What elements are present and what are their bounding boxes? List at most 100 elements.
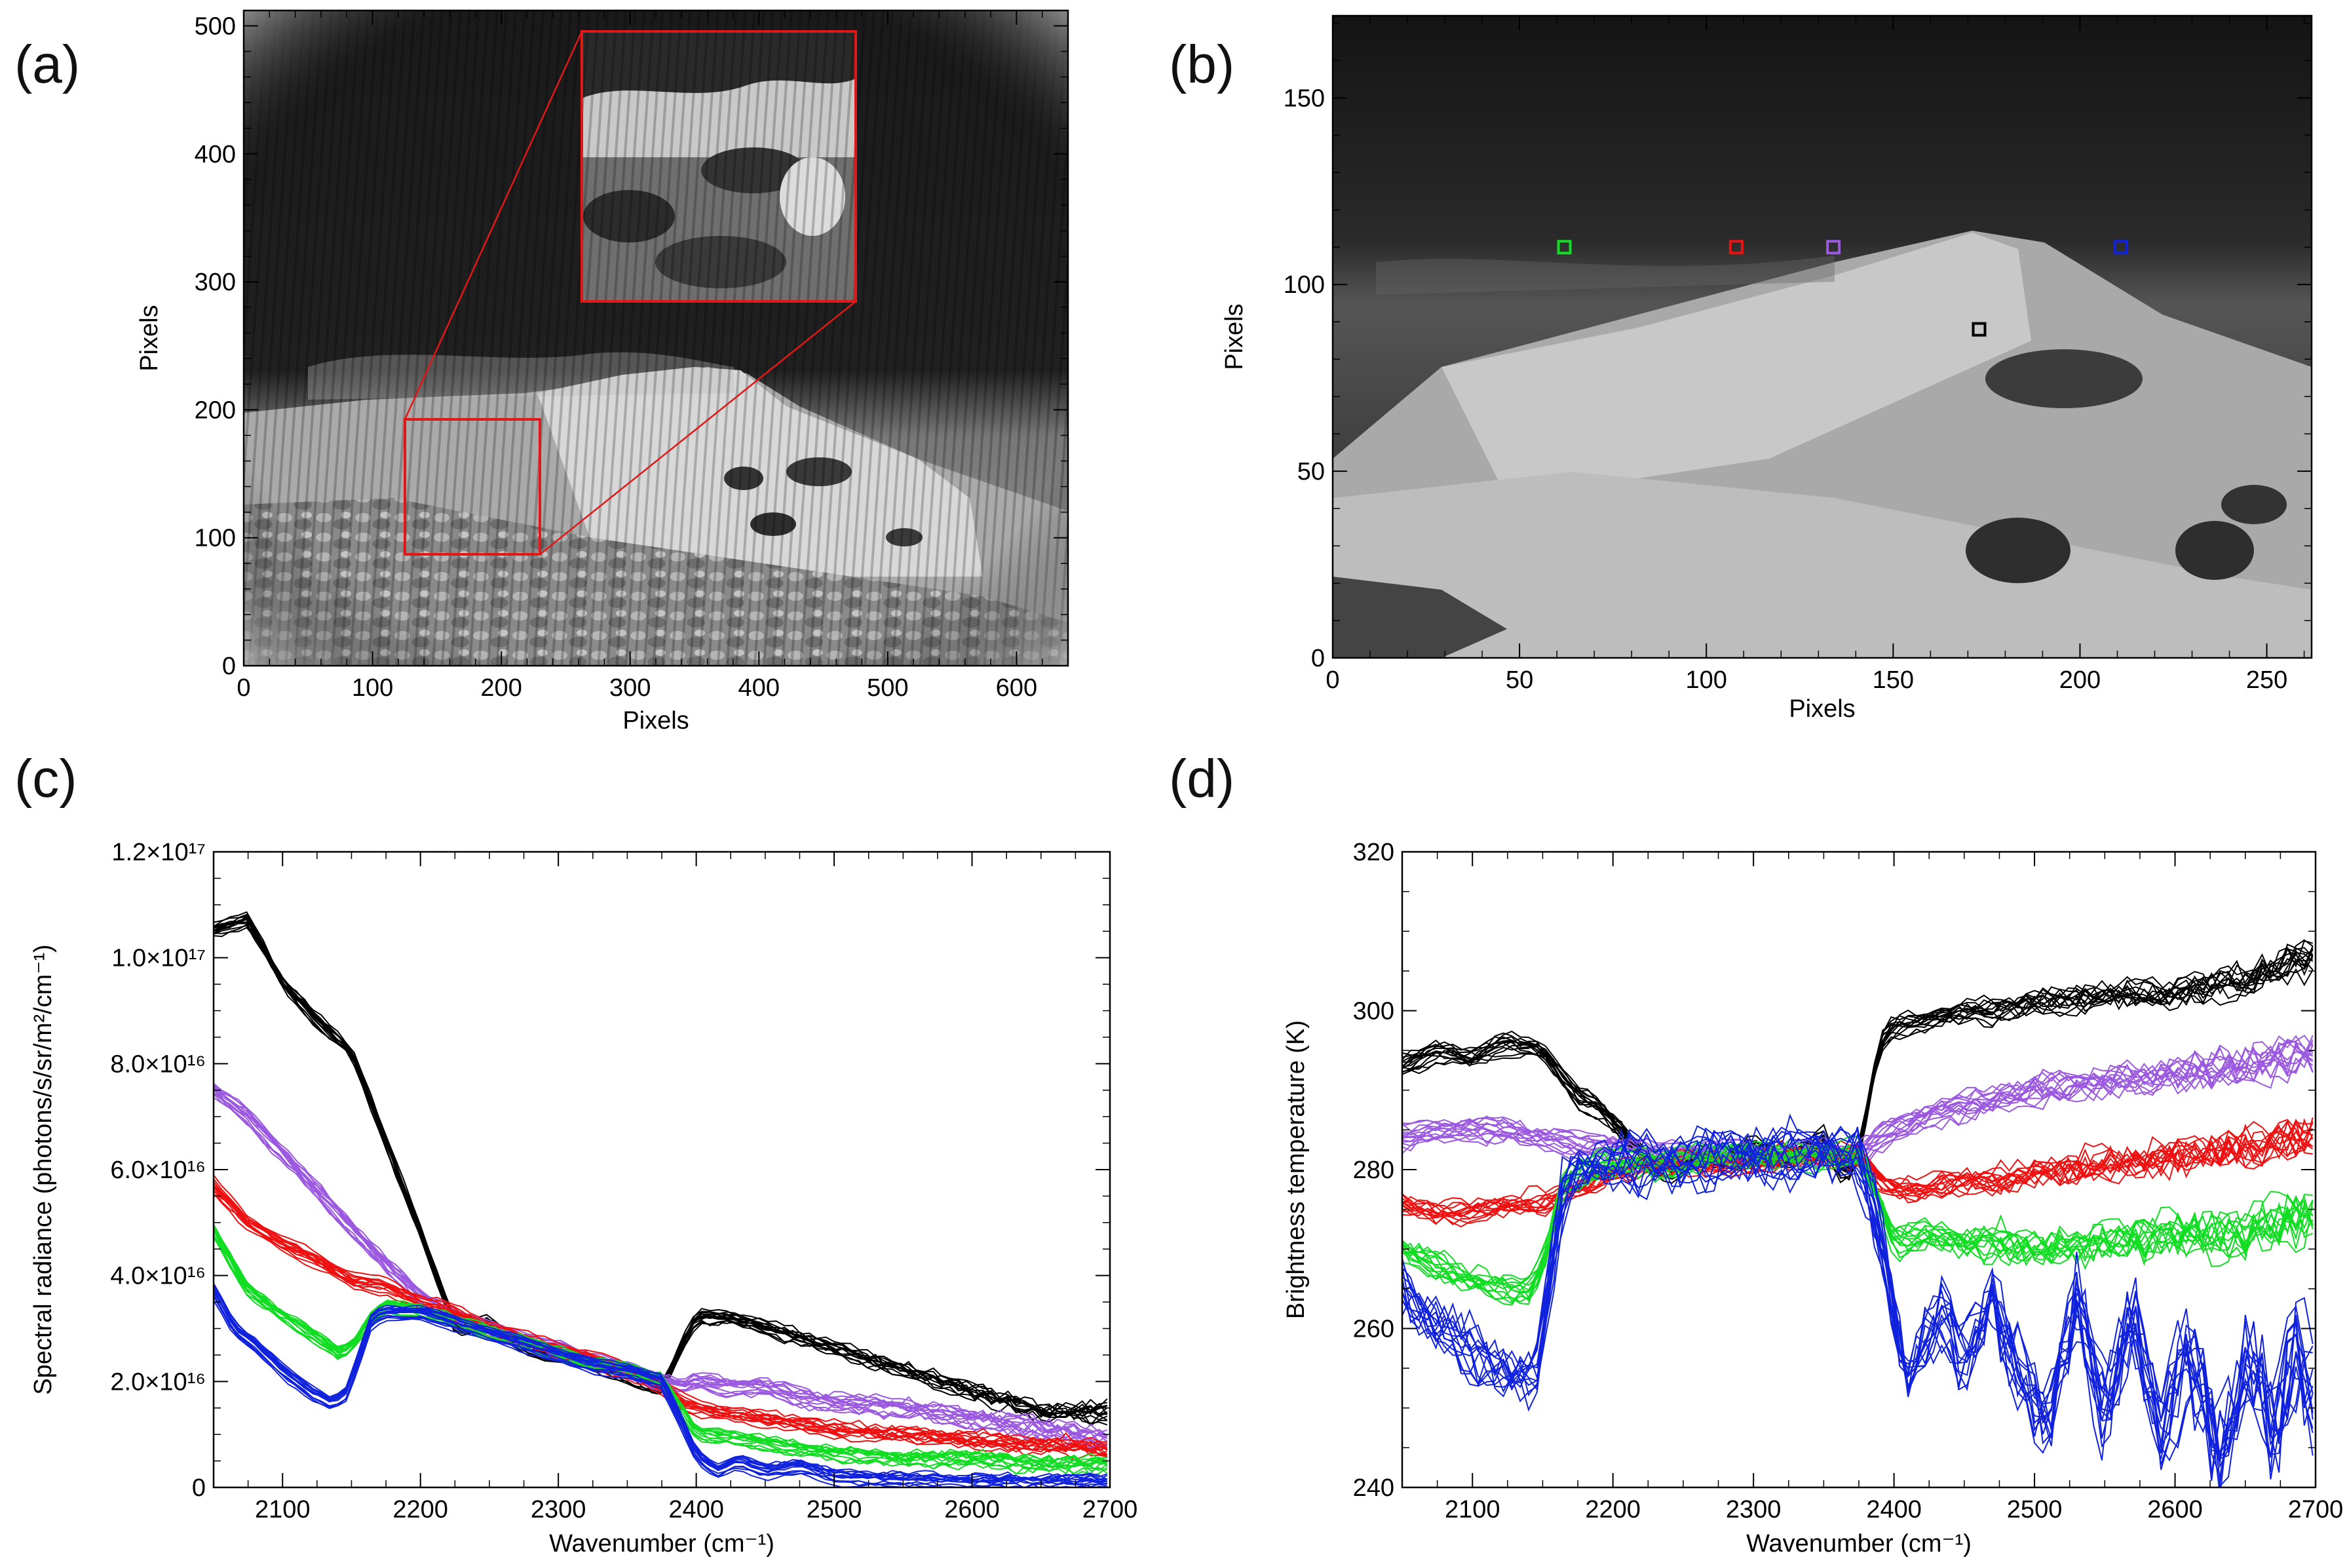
y-tick-label: 0 <box>192 1474 206 1502</box>
series-red-line <box>214 1189 1108 1458</box>
panel-b-axes: 0 50 100 150 200 250 0 50 100 150 <box>1284 16 2312 694</box>
series-red-line <box>214 1193 1108 1461</box>
panel-d-axes: 2100 2200 2300 2400 2500 2600 2700 240 260 280 300… <box>1353 839 2344 1523</box>
y-tick-label: 260 <box>1353 1316 1394 1343</box>
y-tick-label: 2.0×10¹⁶ <box>110 1368 206 1396</box>
panel-c-xlabel: Wavenumber (cm⁻¹) <box>549 1530 774 1558</box>
panel-a-xlabel: Pixels <box>622 707 689 735</box>
series-blue-line <box>1402 1136 2314 1462</box>
panel-d-xlabel: Wavenumber (cm⁻¹) <box>1746 1530 1972 1558</box>
series-blue-line <box>1402 1113 2314 1456</box>
series-blue-line <box>1402 1128 2314 1459</box>
x-tick-label: 200 <box>480 674 522 702</box>
series-blue-line <box>214 1295 1107 1487</box>
marker-black <box>1972 322 1987 337</box>
x-tick-label: 2400 <box>668 1496 724 1523</box>
panel-b-ylabel: Pixels <box>1221 303 1248 370</box>
y-tick-label: 1.0×10¹⁷ <box>111 945 206 972</box>
y-tick-label: 200 <box>195 396 236 424</box>
x-tick-label: 0 <box>1326 666 1339 694</box>
x-tick-label: 100 <box>1686 666 1727 694</box>
x-tick-label: 150 <box>1873 666 1914 694</box>
x-tick-label: 2600 <box>944 1496 1000 1523</box>
x-tick-label: 300 <box>609 674 651 702</box>
y-tick-label: 0 <box>1311 645 1325 672</box>
series-blue-line <box>214 1300 1059 1487</box>
y-tick-label: 400 <box>195 141 236 168</box>
panel-a-zoom-region-box <box>404 31 856 556</box>
series-blue-line <box>1402 1132 2313 1463</box>
series-blue-line <box>214 1290 1107 1485</box>
y-tick-label: 300 <box>195 269 236 296</box>
x-tick-label: 2300 <box>1726 1496 1782 1523</box>
series-black-line <box>214 921 1107 1417</box>
series-blue-line <box>1402 1126 2314 1475</box>
panel-b-image <box>1333 16 2312 658</box>
series-black-line <box>214 915 1107 1415</box>
panel-a-inset-zoom <box>581 30 857 303</box>
x-tick-label: 250 <box>2246 666 2287 694</box>
series-green-line <box>214 1229 1107 1472</box>
y-tick-label: 240 <box>1353 1474 1394 1502</box>
panel-c-series <box>214 911 1108 1487</box>
series-red-line <box>1402 1119 2314 1214</box>
x-tick-label: 2700 <box>1082 1496 1138 1523</box>
series-red-line <box>214 1186 1107 1455</box>
x-tick-label: 600 <box>996 674 1037 702</box>
series-black-line <box>214 915 1108 1415</box>
panel-label-c: (c) <box>14 749 77 809</box>
x-tick-label: 500 <box>867 674 908 702</box>
panel-b-markers <box>1557 240 2129 337</box>
panel-d-ylabel: Brightness temperature (K) <box>1282 1020 1310 1319</box>
series-black-line <box>214 927 1107 1426</box>
series-black-line <box>214 918 1108 1413</box>
series-blue-line <box>1402 1126 2314 1487</box>
y-tick-label: 0 <box>222 653 236 680</box>
y-tick-label: 1.2×10¹⁷ <box>111 839 206 866</box>
series-black-line <box>214 911 1108 1411</box>
x-tick-label: 2200 <box>1585 1496 1641 1523</box>
x-tick-label: 400 <box>738 674 780 702</box>
panel-c-ylabel: Spectral radiance (photons/s/sr/m²/cm⁻¹) <box>29 944 57 1394</box>
marker-green <box>1557 240 1572 255</box>
x-tick-label: 50 <box>1506 666 1533 694</box>
y-tick-label: 320 <box>1353 839 1394 866</box>
panel-label-b: (b) <box>1169 35 1235 94</box>
y-tick-label: 100 <box>1284 271 1325 299</box>
x-tick-label: 100 <box>352 674 393 702</box>
series-black-line <box>214 913 1107 1413</box>
y-tick-label: 100 <box>195 525 236 552</box>
x-tick-label: 200 <box>2059 666 2101 694</box>
series-black-line <box>214 925 1108 1426</box>
marker-purple <box>1826 240 1841 255</box>
marker-red <box>1728 240 1744 255</box>
marker-blue <box>2114 240 2129 255</box>
y-tick-label: 6.0×10¹⁶ <box>110 1157 206 1184</box>
panel-c-axes: 2100 2200 2300 2400 2500 2600 2700 0 2.0×10¹⁶ 4.0… <box>110 839 1137 1523</box>
panel-b-xlabel: Pixels <box>1789 695 1855 723</box>
series-black-line <box>214 919 1108 1417</box>
series-blue-line <box>214 1286 1107 1483</box>
x-tick-label: 2600 <box>2147 1496 2203 1523</box>
x-tick-label: 2300 <box>531 1496 586 1523</box>
series-red-line <box>1402 1124 2314 1225</box>
x-tick-label: 0 <box>237 674 250 702</box>
x-tick-label: 2200 <box>392 1496 448 1523</box>
x-tick-label: 2400 <box>1866 1496 1922 1523</box>
y-tick-label: 300 <box>1353 998 1394 1025</box>
y-tick-label: 500 <box>195 12 236 40</box>
series-blue-line <box>1402 1137 2314 1482</box>
x-tick-label: 2700 <box>2288 1496 2344 1523</box>
y-tick-label: 150 <box>1284 85 1325 112</box>
series-blue-line <box>1402 1126 2314 1473</box>
panel-a-axes: 0 100 200 300 400 500 600 0 100 200 300 400 500 <box>195 10 1069 702</box>
series-green-line <box>214 1231 1108 1472</box>
x-tick-label: 2500 <box>2007 1496 2063 1523</box>
series-black-line <box>214 917 1108 1419</box>
y-tick-label: 8.0×10¹⁶ <box>110 1050 206 1078</box>
series-red-line <box>214 1174 1107 1444</box>
y-tick-label: 50 <box>1297 458 1325 486</box>
y-tick-label: 4.0×10¹⁶ <box>110 1263 206 1290</box>
panel-a-ylabel: Pixels <box>136 305 163 371</box>
panel-label-d: (d) <box>1169 749 1235 809</box>
